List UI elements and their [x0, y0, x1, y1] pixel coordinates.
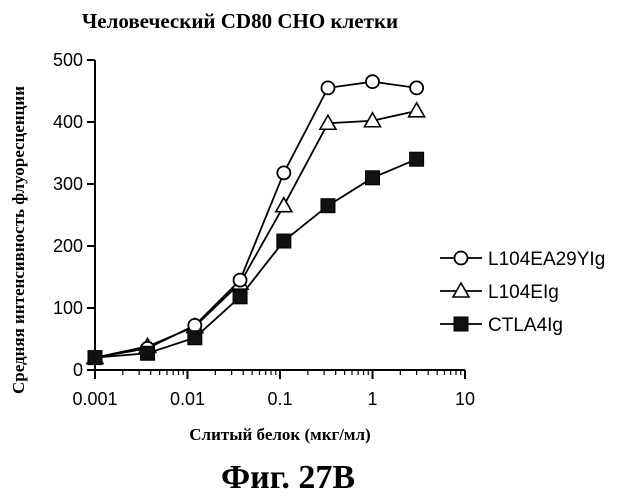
legend-item: CTLA4Ig	[440, 315, 563, 336]
series-CTLA4Ig	[87, 151, 425, 366]
x-axis-label: Слитый белок (мкг/мл)	[189, 425, 370, 444]
data-point	[409, 80, 425, 96]
y-tick-label: 200	[53, 236, 83, 256]
series-line	[94, 80, 417, 359]
legend-marker	[451, 281, 471, 298]
x-tick-label: 0.01	[170, 389, 205, 409]
data-point	[365, 170, 380, 186]
series-L104EIg	[85, 101, 427, 365]
data-point	[363, 111, 382, 128]
data-point	[409, 151, 425, 167]
data-point	[187, 330, 203, 346]
y-axis-ticks: 0 100 200 300 400 500	[53, 50, 95, 380]
data-point	[87, 350, 103, 366]
chart-title: Человеческий CD80 CHO клетки	[82, 9, 398, 33]
y-tick-label: 300	[53, 174, 83, 194]
x-axis-ticks: 0.001 0.01 0.1 1 10	[72, 370, 475, 409]
data-point	[274, 196, 294, 213]
y-tick-label: 400	[53, 112, 83, 132]
y-tick-label: 0	[73, 360, 83, 380]
data-point	[232, 289, 248, 305]
data-point	[407, 101, 427, 118]
data-point	[187, 317, 203, 333]
series-line	[94, 109, 417, 359]
legend-item: L104EIg	[440, 281, 559, 303]
legend-item: L104EA29YIg	[440, 249, 605, 270]
legend-marker	[453, 250, 469, 266]
series-layer	[85, 74, 427, 366]
x-tick-label: 1	[367, 389, 377, 409]
data-point	[320, 198, 336, 214]
x-tick-label: 0.001	[72, 389, 117, 409]
data-point	[365, 74, 380, 90]
x-tick-label: 0.1	[267, 389, 292, 409]
x-tick-label: 10	[455, 389, 475, 409]
y-tick-label: 500	[53, 50, 83, 70]
data-point	[320, 80, 336, 96]
data-point	[140, 345, 156, 361]
y-tick-label: 100	[53, 298, 83, 318]
y-axis-label: Средняя интенсивность флуоресценции	[9, 86, 28, 394]
series-line	[94, 158, 417, 359]
figure-caption: Фиг. 27B	[221, 459, 355, 496]
legend-label: CTLA4Ig	[488, 315, 563, 336]
data-point	[276, 233, 292, 249]
legend-label: L104EIg	[488, 282, 559, 303]
legend-label: L104EA29YIg	[488, 249, 605, 270]
data-point	[232, 272, 248, 288]
data-point	[276, 165, 292, 181]
data-point	[318, 113, 338, 131]
legend: L104EA29YIg L104EIg CTLA4Ig	[440, 249, 605, 336]
legend-marker	[453, 316, 469, 332]
